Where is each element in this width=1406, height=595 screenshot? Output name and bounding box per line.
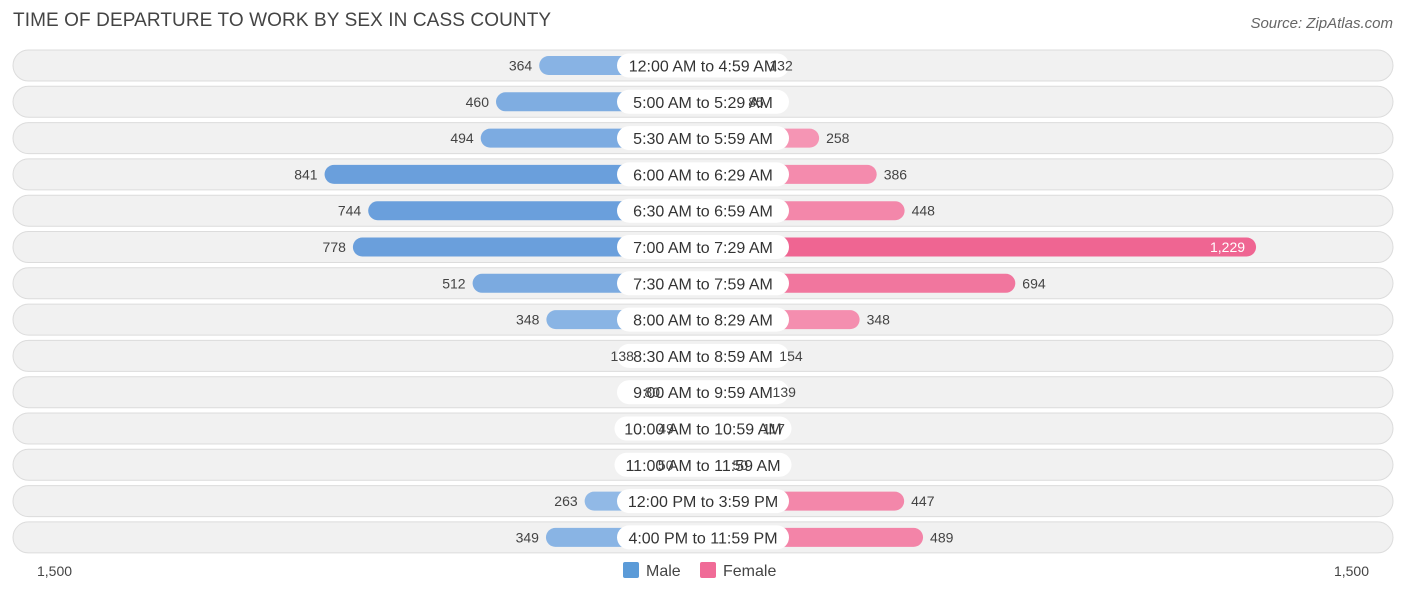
category-label: 12:00 PM to 3:59 PM (628, 494, 778, 511)
category-label: 7:30 AM to 7:59 AM (633, 276, 773, 293)
female-value-label: 386 (884, 166, 908, 182)
female-value-label: 154 (779, 348, 803, 364)
female-value-label: 447 (911, 493, 935, 509)
category-label: 5:00 AM to 5:29 AM (633, 95, 773, 112)
male-value-label: 50 (658, 457, 674, 473)
male-value-label: 263 (554, 493, 578, 509)
category-pill (617, 89, 789, 114)
category-pill (614, 452, 792, 477)
chart-rows: 12:00 AM to 4:59 AM 364 132 5:00 AM to 5:29… (12, 49, 1394, 554)
chart-row: 6:00 AM to 6:29 AM 841 386 (12, 158, 1394, 191)
female-bar (703, 237, 1257, 257)
category-label: 10:00 AM to 10:59 AM (624, 422, 781, 439)
chart-row: 8:00 AM to 8:29 AM 348 348 (12, 303, 1394, 336)
category-label: 12:00 AM to 4:59 AM (629, 59, 778, 76)
female-value-label: 50 (733, 457, 749, 473)
category-pill (617, 198, 789, 223)
chart-row: 5:00 AM to 5:29 AM 460 85 (12, 85, 1394, 118)
male-value-label: 460 (466, 94, 490, 110)
legend-male-label: Male (646, 563, 681, 580)
category-label: 4:00 PM to 11:59 PM (628, 530, 777, 547)
axis-max-label: 1,500 (1334, 563, 1369, 579)
category-pill (617, 525, 789, 550)
legend-female-swatch (700, 562, 716, 578)
category-pill (617, 380, 789, 405)
male-bar (352, 237, 703, 257)
female-value-label: 448 (912, 203, 936, 219)
category-pill (617, 343, 789, 368)
axis-min-label: 1,500 (37, 563, 72, 579)
male-value-label: 744 (338, 203, 362, 219)
male-value-label: 349 (516, 529, 540, 545)
male-value-label: 494 (450, 130, 474, 146)
category-pill (617, 489, 789, 514)
chart-row: 12:00 PM to 3:59 PM 263 447 (12, 485, 1394, 518)
chart-row: 6:30 AM to 6:59 AM 744 448 (12, 194, 1394, 227)
male-value-label: 778 (323, 239, 347, 255)
chart-row: 7:30 AM to 7:59 AM 512 694 (12, 267, 1394, 300)
category-pill (617, 235, 789, 259)
male-value-label: 512 (442, 275, 466, 291)
category-label: 6:30 AM to 6:59 AM (633, 204, 773, 221)
female-value-label: 694 (1022, 275, 1046, 291)
category-pill (617, 307, 789, 332)
female-value-label: 258 (826, 130, 850, 146)
female-value-label: 489 (930, 529, 954, 545)
female-value-label: 132 (769, 58, 793, 74)
category-label: 6:00 AM to 6:29 AM (633, 167, 773, 184)
category-pill (617, 53, 789, 78)
female-value-label: 85 (748, 94, 764, 110)
category-label: 7:00 AM to 7:29 AM (633, 240, 773, 257)
female-value-label: 117 (763, 421, 786, 437)
category-label: 8:30 AM to 8:59 AM (633, 349, 773, 366)
female-value-label: 348 (867, 312, 891, 328)
category-pill (617, 271, 789, 296)
category-label: 9:00 AM to 9:59 AM (633, 385, 773, 402)
chart-title: TIME OF DEPARTURE TO WORK BY SEX IN CASS… (13, 10, 552, 31)
chart-row: 12:00 AM to 4:59 AM 364 132 (12, 49, 1394, 82)
category-label: 5:30 AM to 5:59 AM (633, 131, 773, 148)
legend: Male Female (623, 562, 776, 580)
chart-row: 7:00 AM to 7:29 AM 778 1,229 (12, 231, 1394, 263)
male-value-label: 348 (516, 312, 540, 328)
category-pill (617, 162, 789, 187)
legend-male-swatch (623, 562, 639, 578)
chart-row: 4:00 PM to 11:59 PM 349 489 (12, 521, 1394, 554)
female-value-label: 139 (773, 384, 797, 400)
source-note: Source: ZipAtlas.com (1250, 15, 1393, 32)
category-label: 11:00 AM to 11:59 AM (625, 458, 780, 475)
category-pill (617, 126, 789, 151)
male-bar (324, 164, 703, 184)
category-pill (614, 416, 792, 441)
female-value-label: 1,229 (1210, 239, 1245, 255)
category-label: 8:00 AM to 8:29 AM (633, 313, 773, 330)
legend-female-label: Female (723, 563, 776, 580)
male-value-label: 49 (658, 421, 674, 437)
male-value-label: 841 (294, 166, 318, 182)
male-value-label: 364 (509, 58, 533, 74)
male-value-label: 80 (644, 384, 660, 400)
chart-row: 5:30 AM to 5:59 AM 494 258 (12, 122, 1394, 155)
male-value-label: 138 (611, 348, 635, 364)
